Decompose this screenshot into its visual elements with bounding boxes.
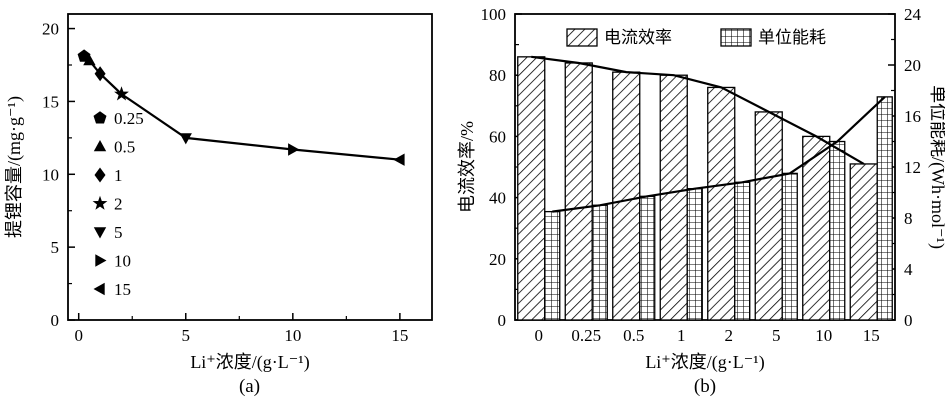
svg-text:10: 10 <box>284 326 301 345</box>
svg-text:5: 5 <box>182 326 191 345</box>
svg-text:单位能耗/(Wh·mol⁻¹): 单位能耗/(Wh·mol⁻¹) <box>927 85 945 249</box>
svg-text:0: 0 <box>904 311 913 330</box>
svg-text:12: 12 <box>904 158 921 177</box>
svg-text:5: 5 <box>51 238 60 257</box>
svg-text:Li⁺浓度/(g·L⁻¹): Li⁺浓度/(g·L⁻¹) <box>645 352 764 373</box>
svg-text:80: 80 <box>489 66 506 85</box>
svg-text:0.5: 0.5 <box>623 326 644 345</box>
panel-a: 0 5 10 15 0 5 10 15 20 0.25 0.5 1 2 5 10 15 Li⁺浓度/(g·L⁻¹… <box>0 0 455 404</box>
svg-text:2: 2 <box>114 195 123 214</box>
svg-text:5: 5 <box>114 223 123 242</box>
svg-text:20: 20 <box>904 56 921 75</box>
svg-text:16: 16 <box>904 107 921 126</box>
svg-text:15: 15 <box>863 326 880 345</box>
svg-text:2: 2 <box>725 326 734 345</box>
svg-text:电流效率/%: 电流效率/% <box>457 121 477 213</box>
svg-text:4: 4 <box>904 260 913 279</box>
svg-text:0: 0 <box>535 326 544 345</box>
svg-text:60: 60 <box>489 127 506 146</box>
svg-text:0: 0 <box>74 326 83 345</box>
svg-text:15: 15 <box>42 92 59 111</box>
svg-text:15: 15 <box>114 280 131 299</box>
svg-text:0.25: 0.25 <box>571 326 601 345</box>
svg-text:提锂容量/(mg·g⁻¹): 提锂容量/(mg·g⁻¹) <box>4 96 25 238</box>
svg-text:1: 1 <box>677 326 686 345</box>
svg-text:单位能耗: 单位能耗 <box>758 28 826 47</box>
svg-text:10: 10 <box>815 326 832 345</box>
panel-b: 0 20 40 60 80 100 0 4 8 12 16 20 24 0 0.25 0.5 1 2 5 10 15 电流… <box>455 0 945 404</box>
svg-text:0.5: 0.5 <box>114 138 135 157</box>
svg-text:20: 20 <box>489 250 506 269</box>
svg-text:电流效率: 电流效率 <box>604 28 672 47</box>
svg-text:40: 40 <box>489 189 506 208</box>
svg-text:20: 20 <box>42 20 59 39</box>
svg-text:0: 0 <box>51 311 60 330</box>
svg-text:0: 0 <box>498 311 507 330</box>
svg-text:8: 8 <box>904 209 913 228</box>
capacity-line-chart: 0 5 10 15 0 5 10 15 20 0.25 0.5 1 2 5 10 15 Li⁺浓度/(g·L⁻¹… <box>4 13 433 373</box>
caption-b: (b) <box>693 376 717 397</box>
svg-text:10: 10 <box>114 252 131 271</box>
svg-text:10: 10 <box>42 165 59 184</box>
svg-text:1: 1 <box>114 166 123 185</box>
svg-text:0.25: 0.25 <box>114 109 144 128</box>
svg-text:Li⁺浓度/(g·L⁻¹): Li⁺浓度/(g·L⁻¹) <box>190 352 309 373</box>
svg-text:15: 15 <box>391 326 408 345</box>
caption-a: (a) <box>238 376 261 397</box>
svg-text:24: 24 <box>904 5 922 24</box>
svg-text:100: 100 <box>481 5 507 24</box>
svg-text:5: 5 <box>772 326 781 345</box>
